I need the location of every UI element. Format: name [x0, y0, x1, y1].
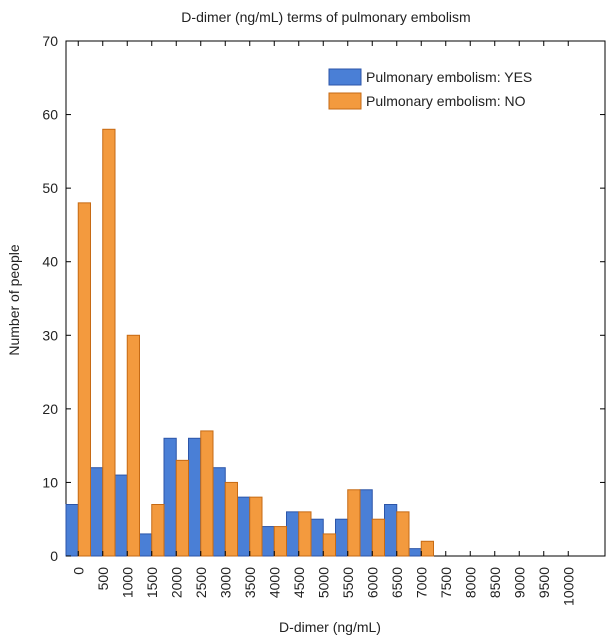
legend-label-yes: Pulmonary embolism: YES	[366, 69, 532, 85]
y-tick-label: 50	[42, 180, 58, 196]
bar-no-5000	[322, 533, 336, 557]
x-tick-label: 4500	[291, 567, 307, 598]
y-tick-label: 60	[42, 107, 58, 123]
x-tick-label: 9500	[536, 567, 552, 598]
x-tick-label: 5500	[340, 567, 356, 598]
bar-yes-6500	[384, 504, 398, 557]
bar-yes-4500	[286, 511, 300, 557]
x-tick-label: 3500	[242, 567, 258, 598]
bar-no-2000	[175, 459, 189, 557]
x-tick-label: 3000	[217, 567, 233, 598]
x-tick-label: 8500	[487, 567, 503, 598]
y-tick-label: 40	[42, 254, 58, 270]
x-tick-label: 6000	[364, 567, 380, 598]
bar-yes-4000	[261, 526, 275, 557]
legend-label-no: Pulmonary embolism: NO	[366, 93, 526, 109]
x-tick-label: 4000	[266, 567, 282, 598]
bar-yes-3000	[212, 467, 226, 557]
bar-no-1500	[151, 504, 165, 557]
legend-swatch-no	[328, 92, 362, 110]
bar-no-4500	[298, 511, 312, 557]
y-tick-label: 30	[42, 327, 58, 343]
x-tick-label: 8000	[462, 567, 478, 598]
bar-no-500	[102, 128, 116, 557]
y-tick-label: 10	[42, 474, 58, 490]
bar-no-7000	[420, 540, 434, 557]
bar-yes-500	[90, 467, 104, 557]
x-tick-label: 5000	[315, 567, 331, 598]
bar-yes-5500	[335, 518, 349, 557]
bar-yes-6000	[359, 489, 373, 557]
x-tick-label: 1000	[119, 567, 135, 598]
y-tick-label: 0	[50, 548, 58, 564]
x-tick-label: 10000	[560, 567, 576, 606]
plot-area: 0 10 20 30 40 50 60 70 0 500 1000 1500 2000 2500 3000 3…	[42, 33, 606, 606]
x-tick-label: 1500	[144, 567, 160, 598]
bar-no-6500	[396, 511, 410, 557]
bar-yes-1000	[114, 474, 128, 557]
bar-yes-5000	[310, 518, 324, 557]
chart-title: D-dimer (ng/mL) terms of pulmonary embol…	[181, 9, 470, 25]
bar-no-1000	[126, 334, 140, 557]
plot-frame	[65, 40, 606, 557]
x-tick-label: 0	[70, 567, 86, 575]
x-tick-label: 2000	[168, 567, 184, 598]
bar-yes-0	[65, 504, 79, 557]
bar-yes-2500	[188, 437, 202, 557]
x-tick-label: 7000	[413, 567, 429, 598]
bar-no-3500	[249, 496, 263, 557]
x-tick-label: 500	[95, 567, 111, 591]
x-tick-label: 9000	[511, 567, 527, 598]
bar-no-5500	[347, 489, 361, 557]
y-tick-label: 70	[42, 33, 58, 49]
x-tick-label: 6500	[389, 567, 405, 598]
bar-yes-3500	[237, 496, 251, 557]
legend-swatch-yes	[328, 68, 362, 86]
legend: Pulmonary embolism: YES Pulmonary embolis…	[328, 68, 532, 110]
x-axis-label: D-dimer (ng/mL)	[279, 619, 381, 635]
bar-no-4000	[273, 526, 287, 557]
bar-no-0	[77, 202, 91, 557]
bar-yes-1500	[139, 533, 153, 557]
bar-yes-7000	[408, 548, 422, 557]
bar-no-3000	[224, 481, 238, 557]
x-tick-label: 7500	[438, 567, 454, 598]
bar-no-6000	[371, 518, 385, 557]
y-tick-label: 20	[42, 401, 58, 417]
y-axis-label: Number of people	[6, 244, 22, 356]
x-tick-label: 2500	[193, 567, 209, 598]
bar-yes-2000	[163, 437, 177, 557]
bar-no-2500	[200, 430, 214, 557]
